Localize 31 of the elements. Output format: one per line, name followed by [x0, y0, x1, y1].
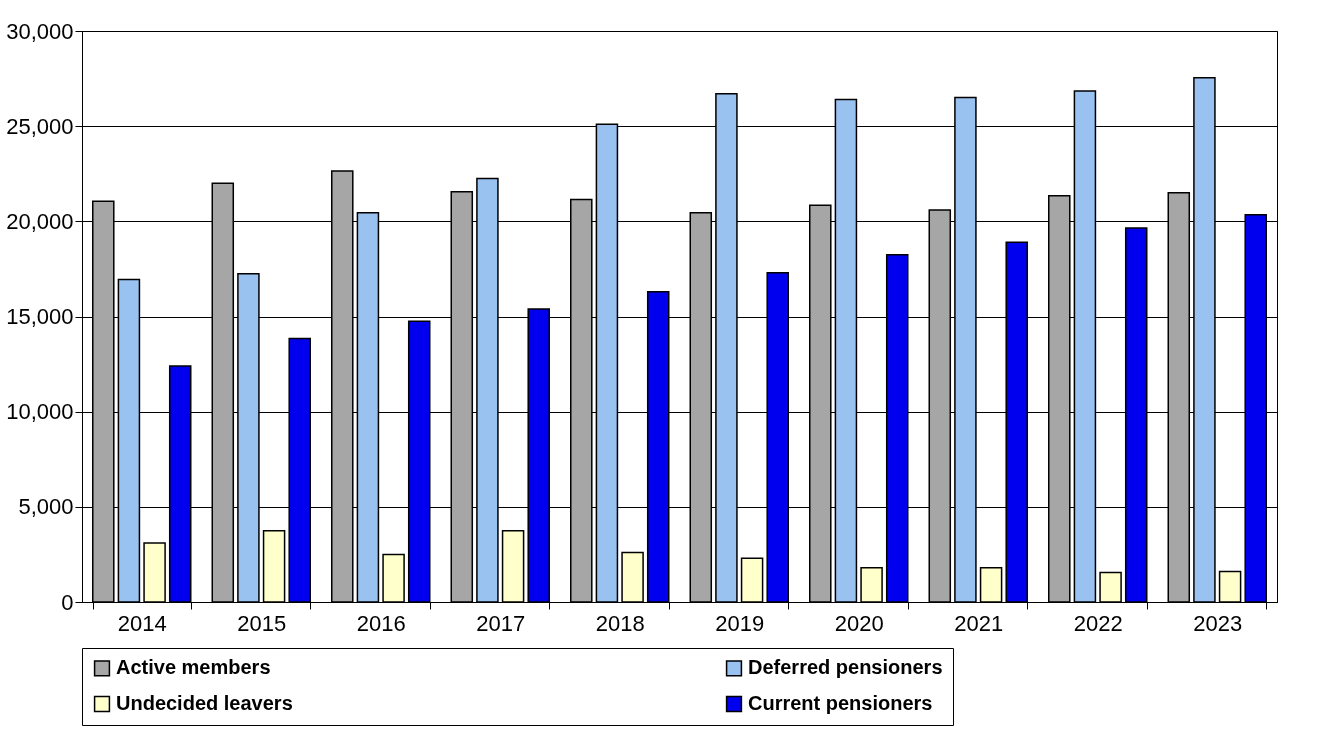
y-tick-label: 20,000 [6, 208, 74, 234]
bar [382, 553, 405, 603]
y-tick-label: 25,000 [6, 113, 74, 139]
bar [1099, 571, 1122, 603]
legend-label: Current pensioners [748, 692, 933, 714]
bar [262, 529, 286, 603]
x-tick-label: 2017 [476, 610, 526, 636]
bar [740, 557, 764, 603]
y-tick-label: 30,000 [6, 18, 74, 44]
bar [143, 542, 166, 603]
x-tick-label: 2021 [954, 610, 1004, 636]
bar [621, 551, 644, 603]
legend-label: Deferred pensioners [748, 656, 943, 679]
y-tick-label: 15,000 [6, 304, 74, 329]
x-tick-label: 2016 [356, 610, 406, 636]
x-tick-label: 2022 [1073, 610, 1123, 636]
x-tick-label: 2020 [834, 610, 884, 636]
y-tick-label: 5,000 [18, 494, 74, 520]
x-tick-label: 2014 [117, 610, 167, 636]
x-tick-label: 2018 [595, 610, 645, 636]
x-tick-label: 2023 [1193, 610, 1243, 636]
y-tick-label: 10,000 [6, 399, 74, 425]
y-tick-label: 0 [61, 589, 74, 615]
legend-label: Active members [116, 656, 271, 679]
x-tick-label: 2019 [715, 610, 765, 636]
bar [1218, 570, 1242, 603]
legend-label: Undecided leavers [116, 692, 293, 714]
bar [979, 566, 1003, 603]
bar [860, 566, 883, 603]
x-tick-label: 2015 [237, 610, 287, 636]
bar [501, 529, 525, 603]
